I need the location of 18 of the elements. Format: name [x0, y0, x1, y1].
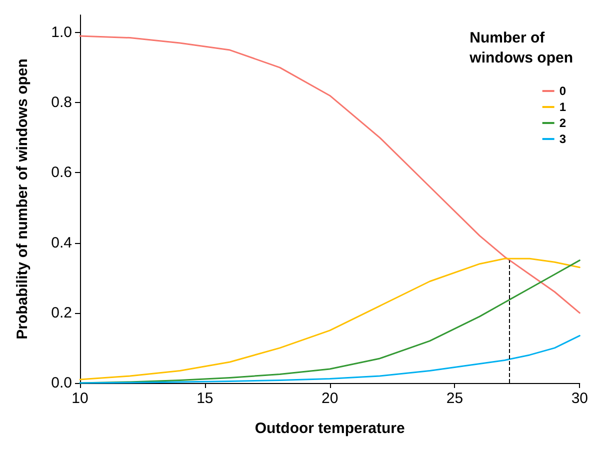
- y-tick-label: 0.4: [51, 234, 72, 252]
- y-tick-label: 0.6: [51, 164, 72, 182]
- y-tick-label: 0.8: [51, 94, 72, 112]
- y-axis-title: Probability of number of windows open: [14, 58, 31, 340]
- x-tick-label: 10: [72, 390, 88, 407]
- y-tick-label: 1.0: [51, 24, 72, 42]
- legend-label: 1: [559, 100, 566, 114]
- legend-label: 3: [559, 132, 566, 146]
- x-tick-label: 20: [321, 390, 338, 407]
- legend-label: 0: [559, 84, 566, 98]
- x-tick-label: 15: [196, 390, 214, 407]
- legend-label: 2: [559, 116, 566, 130]
- x-tick-label: 30: [571, 390, 588, 407]
- x-axis-title: Outdoor temperature: [254, 420, 405, 437]
- legend-title: Number of windows open: [468, 30, 574, 66]
- x-tick-label: 25: [446, 390, 464, 407]
- y-tick-label: 0.2: [51, 304, 72, 322]
- y-tick-label: 0.0: [51, 374, 72, 392]
